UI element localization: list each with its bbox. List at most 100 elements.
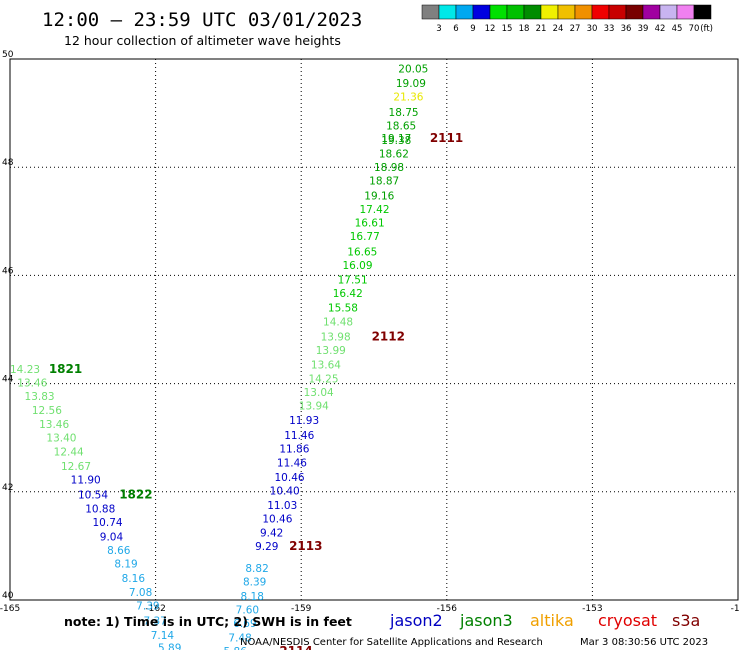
wave-height-value: 11.03 [267,500,297,512]
color-scale-swatch [557,4,576,20]
wave-height-value: 7.48 [228,633,251,645]
wave-height-value: 13.04 [304,387,334,399]
color-scale-label: 24 [553,24,564,34]
y-tick-label: 46 [2,266,14,276]
wave-height-value: 7.60 [236,605,259,617]
color-scale-swatch [540,4,559,20]
wave-height-value: 13.46 [17,377,47,389]
color-scale-swatch [472,4,491,20]
chart-subtitle: 12 hour collection of altimeter wave hei… [64,33,341,48]
satellite-label: jason3 [459,611,513,630]
grid-lines [10,59,738,600]
color-scale-label: 3 [436,24,441,34]
wave-height-value: 14.48 [323,317,353,329]
wave-height-value: 20.05 [398,64,428,76]
wave-height-value: 10.74 [93,517,123,529]
wave-height-value: 7.37 [143,615,166,627]
wave-height-value: 8.39 [243,576,266,588]
x-tick-label: -165 [0,604,20,614]
wave-height-value: 13.64 [311,359,341,371]
footer-timestamp: Mar 3 08:30:56 UTC 2023 [580,637,708,648]
color-scale-swatch [642,4,661,20]
color-scale-label: 27 [570,24,581,34]
color-scale-label: 30 [587,24,598,34]
wave-height-value: 13.83 [25,391,55,403]
pass-labels: 2111 2112 2113 2114 1821 1822 [49,131,463,650]
pass-number-label: 2114 [279,644,312,650]
pass-number-label: 1822 [119,487,152,501]
color-scale-swatch [506,4,525,20]
pass-number-label: 1821 [49,362,82,376]
x-axis: -165 -162 -159 -156 -153 -15 [0,604,740,614]
footer-note: note: 1) Time is in UTC; 2) SWH is in fe… [64,614,352,629]
wave-height-value: 8.18 [241,591,264,603]
wave-height-value: 11.86 [279,443,309,455]
wave-height-value: 13.46 [39,419,69,431]
wave-height-value: 12.67 [61,461,91,473]
color-scale-swatch [455,4,474,20]
footer-credit: NOAA/NESDIS Center for Satellite Applica… [240,637,543,648]
color-scale-label: 45 [672,24,683,34]
wave-height-points: 20.05 19.09 21.36 18.7518.6519.1719.3818.62… [10,64,428,650]
wave-height-value: 8.19 [114,559,137,571]
wave-height-value: 19.17 [381,133,411,145]
wave-height-value: 18.62 [379,148,409,160]
color-scale-label: 9 [470,24,475,34]
wave-height-value: 11.90 [71,475,101,487]
color-scale-label: 12 [485,24,496,34]
color-scale-label: 18 [519,24,530,34]
y-tick-label: 44 [2,375,14,385]
x-tick-label: -159 [291,604,312,614]
wave-height-value: 13.99 [316,345,346,357]
color-scale-label: 21 [536,24,547,34]
wave-height-value: 16.42 [333,288,363,300]
wave-height-value: 11.46 [284,430,314,442]
wave-height-value: 9.42 [260,528,283,540]
color-scale-label: 39 [638,24,649,34]
color-scale-swatch [438,4,457,20]
wave-height-value: 14.23 [10,364,40,376]
wave-height-value: 18.75 [389,107,419,119]
color-scale-label: 70 [689,24,700,34]
wave-height-value: 21.36 [393,92,423,104]
x-tick-label: -162 [145,604,165,614]
x-tick-label: -153 [582,604,602,614]
wave-height-value: 8.16 [122,573,146,585]
satellite-label: cryosat [598,611,657,630]
wave-height-value: 12.56 [32,405,62,417]
y-tick-label: 42 [2,483,13,493]
wave-height-value: 5.86 [224,646,248,650]
wave-height-value: 10.46 [262,514,292,526]
color-scale-label: 42 [655,24,666,34]
wave-height-value: 11.46 [277,457,307,469]
wave-height-value: 8.82 [245,563,268,575]
wave-height-value: 14.25 [308,374,338,386]
color-scale-swatch [591,4,610,20]
satellite-label: altika [530,611,574,630]
wave-height-value: 16.77 [350,231,380,243]
y-tick-label: 48 [2,158,14,168]
color-scale-label: 36 [621,24,632,34]
color-scale-swatch [608,4,627,20]
wave-height-value: 5.89 [158,642,181,650]
wave-height-value: 11.93 [289,415,319,427]
color-scale-swatch [574,4,593,20]
pass-number-label: 2111 [430,131,463,145]
satellite-label: jason2 [389,611,443,630]
wave-height-value: 8.66 [107,545,131,557]
wave-height-value: 6.69 [233,618,256,630]
color-scale-unit: (ft) [700,24,713,34]
wave-height-value: 15.58 [328,303,358,315]
color-scale-swatch [625,4,644,20]
wave-height-value: 19.09 [396,78,426,90]
color-scale-swatch [523,4,542,20]
wave-height-value: 10.54 [78,489,108,501]
color-scale-label: 6 [453,24,458,34]
wave-height-value: 18.98 [374,162,404,174]
chart-title: 12:00 – 23:59 UTC 03/01/2023 [42,9,362,31]
color-scale-swatch [421,4,440,20]
color-scale-swatch [676,4,695,20]
satellite-legend: jason2 jason3 altika cryosat s3a [389,611,700,630]
y-tick-label: 40 [2,591,14,601]
wave-height-value: 13.98 [321,331,351,343]
